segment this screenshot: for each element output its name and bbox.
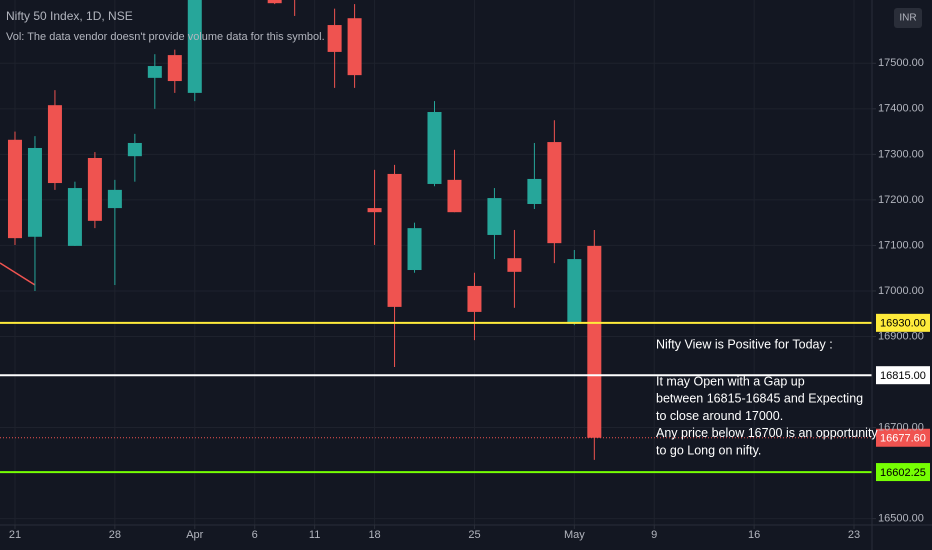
candle-body: [147, 66, 162, 78]
y-tick-label: 17400.00: [878, 103, 924, 115]
annotation-line: to go Long on nifty.: [656, 443, 761, 457]
x-tick-label: 11: [309, 529, 320, 541]
plot-area: [0, 0, 602, 460]
x-tick-label: Apr: [186, 529, 203, 541]
candle-body: [127, 142, 142, 157]
price-level-badge: [876, 463, 930, 482]
x-tick-label: 23: [848, 529, 860, 541]
candle-body: [267, 0, 282, 4]
candle-body: [27, 147, 42, 237]
x-tick-label: 9: [651, 529, 657, 541]
candle-body: [587, 245, 602, 438]
candle-body: [47, 105, 62, 184]
x-tick-label: May: [564, 529, 585, 541]
chart-subtitle: Vol: The data vendor doesn't provide vol…: [6, 31, 325, 43]
levels: 16930.00 16815.00 16677.60 16602.25: [0, 313, 930, 482]
candle-body: [447, 179, 462, 213]
price-level-label: 16930.00: [880, 318, 926, 330]
y-tick-label: 16900.00: [878, 330, 924, 342]
y-tick-label: 17300.00: [878, 148, 924, 160]
y-tick-label: 17000.00: [878, 285, 924, 297]
y-tick-label: 17500.00: [878, 57, 924, 69]
candle-body: [327, 25, 342, 52]
candle-body: [507, 258, 522, 272]
candle-body: [347, 18, 362, 76]
candle-body: [427, 112, 442, 184]
x-tick-label: 6: [252, 529, 258, 541]
candle-body: [387, 173, 402, 307]
price-level-label: 16677.60: [880, 433, 926, 445]
candle-body: [567, 259, 582, 324]
x-tick-label: 16: [748, 529, 760, 541]
price-level-badge: [876, 366, 930, 385]
candle-body: [407, 228, 422, 271]
candle-body: [467, 285, 482, 312]
y-tick-label: 16500.00: [878, 513, 924, 525]
candle-body: [67, 188, 82, 246]
candle-body: [527, 178, 542, 204]
currency-label[interactable]: INR: [899, 13, 916, 24]
currency-badge[interactable]: [894, 8, 922, 28]
y-tick-label: 16700.00: [878, 421, 924, 433]
candle-body: [367, 208, 382, 213]
chart-title: Nifty 50 Index, 1D, NSE: [6, 9, 133, 23]
candle-body: [547, 142, 562, 244]
price-level-label: 16815.00: [880, 370, 926, 382]
annotation-line: to close around 17000.: [656, 409, 783, 423]
x-tick-label: 18: [368, 529, 380, 541]
annotation-line: It may Open with a Gap up: [656, 374, 805, 388]
annotation-heading: Nifty View is Positive for Today :: [656, 337, 833, 351]
y-tick-label: 17100.00: [878, 239, 924, 251]
candle-body: [7, 139, 22, 239]
price-level-badge: [876, 428, 930, 447]
annotation: Nifty View is Positive for Today : It may…: [656, 337, 878, 457]
x-tick-label: 28: [109, 529, 121, 541]
y-tick-label: 17200.00: [878, 194, 924, 206]
trend-drawing: [0, 262, 36, 286]
candle-body: [87, 158, 102, 221]
x-tick-label: 25: [468, 529, 480, 541]
price-level-label: 16602.25: [880, 467, 926, 479]
candle-body: [487, 198, 502, 235]
annotation-line: between 16815-16845 and Expecting: [656, 392, 863, 406]
candle-body: [167, 55, 182, 82]
annotation-line: Any price below 16700 is an opportunity: [656, 426, 878, 440]
price-level-badge: [876, 313, 930, 332]
x-tick-label: 21: [9, 529, 21, 541]
candle-body: [187, 0, 202, 93]
candle-body: [107, 189, 122, 209]
